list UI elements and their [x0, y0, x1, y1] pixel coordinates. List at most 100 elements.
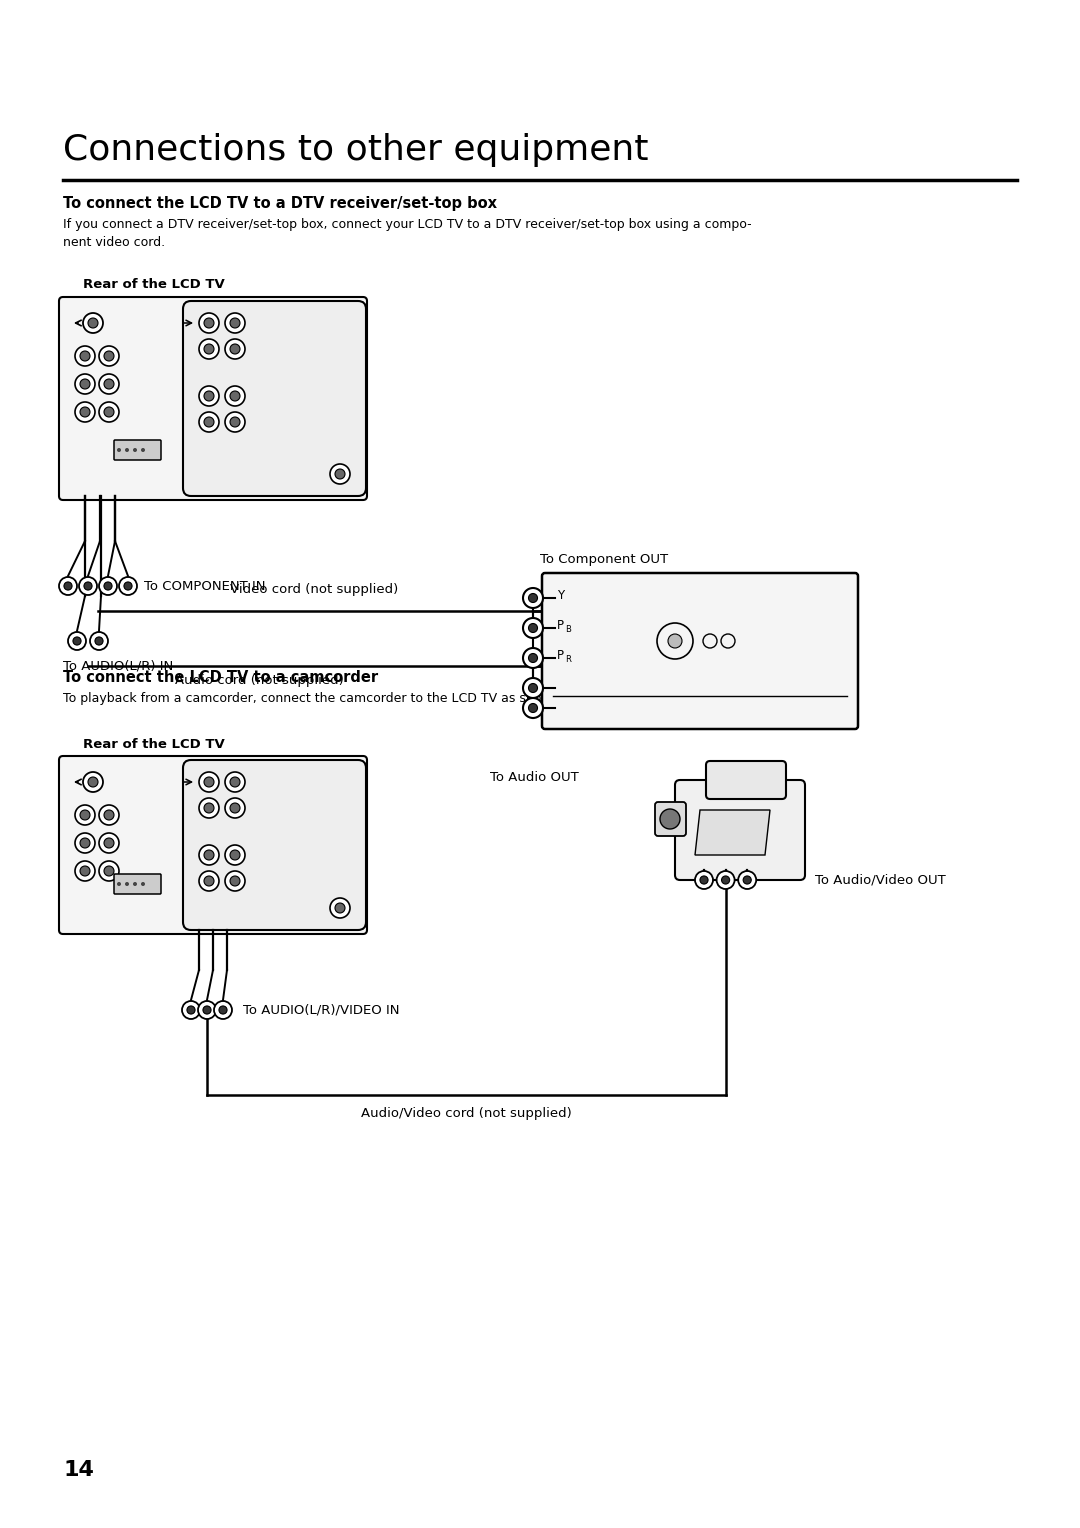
Circle shape [141, 448, 145, 452]
Circle shape [528, 654, 538, 663]
Circle shape [75, 833, 95, 853]
Circle shape [80, 810, 90, 821]
Circle shape [230, 391, 240, 400]
Circle shape [199, 413, 219, 432]
Circle shape [75, 805, 95, 825]
Circle shape [84, 582, 92, 590]
Circle shape [739, 871, 756, 889]
Circle shape [204, 876, 214, 886]
Text: To connect the LCD TV to a camcorder: To connect the LCD TV to a camcorder [63, 669, 378, 685]
Circle shape [204, 804, 214, 813]
Circle shape [104, 582, 112, 590]
Circle shape [700, 876, 708, 885]
Circle shape [64, 582, 72, 590]
Circle shape [230, 778, 240, 787]
Circle shape [523, 698, 543, 718]
Text: To AUDIO(L/R)/VIDEO IN: To AUDIO(L/R)/VIDEO IN [243, 1004, 400, 1016]
Text: To playback from a camcorder, connect the camcorder to the LCD TV as shown.: To playback from a camcorder, connect th… [63, 692, 564, 704]
Circle shape [117, 882, 121, 886]
Circle shape [219, 1005, 227, 1015]
Circle shape [230, 344, 240, 354]
Text: Connections to other equipment: Connections to other equipment [63, 133, 648, 167]
Circle shape [225, 413, 245, 432]
Text: To connect the LCD TV to a DTV receiver/set-top box: To connect the LCD TV to a DTV receiver/… [63, 196, 497, 211]
Circle shape [204, 318, 214, 329]
Circle shape [335, 903, 345, 914]
Circle shape [528, 703, 538, 712]
Circle shape [230, 876, 240, 886]
Circle shape [119, 578, 137, 594]
Circle shape [79, 578, 97, 594]
Text: 14: 14 [63, 1459, 94, 1481]
Circle shape [87, 778, 98, 787]
Circle shape [104, 837, 114, 848]
Circle shape [68, 633, 86, 649]
Circle shape [80, 379, 90, 390]
FancyBboxPatch shape [654, 802, 686, 836]
Circle shape [204, 391, 214, 400]
Circle shape [523, 617, 543, 639]
Circle shape [225, 871, 245, 891]
Circle shape [225, 798, 245, 817]
Circle shape [225, 772, 245, 792]
FancyBboxPatch shape [675, 779, 805, 880]
Text: Y: Y [557, 588, 564, 602]
Circle shape [523, 678, 543, 698]
Circle shape [199, 845, 219, 865]
Circle shape [204, 850, 214, 860]
Circle shape [75, 374, 95, 394]
FancyBboxPatch shape [183, 301, 366, 497]
Circle shape [104, 810, 114, 821]
Circle shape [99, 805, 119, 825]
Circle shape [199, 313, 219, 333]
Circle shape [199, 339, 219, 359]
Circle shape [528, 623, 538, 633]
Text: Rear of the LCD TV: Rear of the LCD TV [83, 278, 225, 290]
Circle shape [141, 882, 145, 886]
Circle shape [104, 379, 114, 390]
FancyBboxPatch shape [59, 296, 367, 500]
Circle shape [80, 406, 90, 417]
Circle shape [87, 318, 98, 329]
Circle shape [225, 313, 245, 333]
Circle shape [187, 1005, 195, 1015]
Circle shape [204, 417, 214, 426]
FancyBboxPatch shape [59, 756, 367, 934]
Circle shape [95, 637, 103, 645]
Circle shape [721, 876, 730, 885]
Circle shape [204, 344, 214, 354]
Circle shape [225, 339, 245, 359]
FancyBboxPatch shape [706, 761, 786, 799]
Text: P: P [557, 648, 564, 662]
Circle shape [230, 850, 240, 860]
Circle shape [133, 882, 137, 886]
Circle shape [203, 1005, 211, 1015]
Circle shape [104, 406, 114, 417]
Circle shape [660, 808, 680, 830]
Circle shape [104, 866, 114, 876]
FancyBboxPatch shape [542, 573, 858, 729]
Text: To Audio/Video OUT: To Audio/Video OUT [815, 874, 946, 886]
Circle shape [330, 898, 350, 918]
FancyBboxPatch shape [114, 874, 161, 894]
Text: To COMPONENT IN: To COMPONENT IN [144, 579, 266, 593]
Circle shape [528, 593, 538, 602]
Polygon shape [696, 810, 770, 856]
Circle shape [99, 833, 119, 853]
Circle shape [230, 417, 240, 426]
Text: Audio cord (not supplied): Audio cord (not supplied) [175, 674, 343, 688]
Text: Video cord (not supplied): Video cord (not supplied) [230, 584, 399, 596]
Circle shape [199, 387, 219, 406]
Text: If you connect a DTV receiver/set-top box, connect your LCD TV to a DTV receiver: If you connect a DTV receiver/set-top bo… [63, 219, 752, 249]
Circle shape [199, 871, 219, 891]
Text: P: P [557, 619, 564, 631]
Circle shape [225, 387, 245, 406]
FancyBboxPatch shape [183, 759, 366, 931]
Circle shape [133, 448, 137, 452]
Circle shape [75, 860, 95, 882]
Circle shape [696, 871, 713, 889]
Text: To Component OUT: To Component OUT [540, 553, 669, 565]
Circle shape [104, 351, 114, 361]
Circle shape [99, 374, 119, 394]
Circle shape [117, 448, 121, 452]
